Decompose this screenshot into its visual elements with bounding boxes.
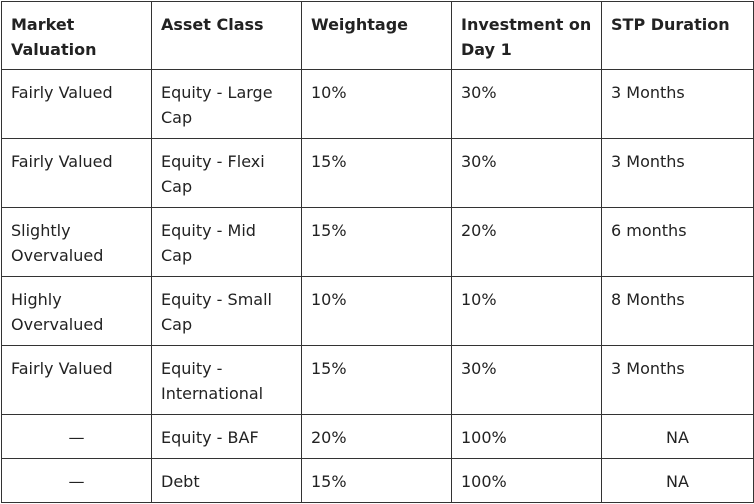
table-cell: 20% xyxy=(301,414,452,459)
table-cell: 3 Months xyxy=(601,69,754,139)
table-cell: Equity - International xyxy=(151,345,302,415)
table-cell: 3 Months xyxy=(601,345,754,415)
table-cell: 10% xyxy=(301,69,452,139)
table-cell: — xyxy=(1,414,152,459)
table-cell: 15% xyxy=(301,207,452,277)
table-cell: 3 Months xyxy=(601,138,754,208)
table-cell: 15% xyxy=(301,458,452,503)
table-cell: — xyxy=(1,458,152,503)
table-cell: 10% xyxy=(301,276,452,346)
table-row: — Equity - BAF 20% 100% NA xyxy=(1,414,754,459)
table-cell: Equity - Mid Cap xyxy=(151,207,302,277)
table-cell: Slightly Overvalued xyxy=(1,207,152,277)
table-cell: 20% xyxy=(451,207,602,277)
table-row: Fairly Valued Equity - Flexi Cap 15% 30% 3 M… xyxy=(1,138,754,208)
table-row: Highly Overvalued Equity - Small Cap 10% 10… xyxy=(1,276,754,346)
header-row: Market Valuation Asset Class Weightage Inve… xyxy=(1,1,754,70)
header-cell: Asset Class xyxy=(151,1,302,70)
table-cell: 6 months xyxy=(601,207,754,277)
header-cell: Market Valuation xyxy=(1,1,152,70)
table-cell: Fairly Valued xyxy=(1,138,152,208)
table-cell: 30% xyxy=(451,69,602,139)
table-cell: Debt xyxy=(151,458,302,503)
table-cell: 10% xyxy=(451,276,602,346)
header-cell: STP Duration xyxy=(601,1,754,70)
table-cell: NA xyxy=(601,458,754,503)
table-cell: 30% xyxy=(451,138,602,208)
table-cell: Equity - BAF xyxy=(151,414,302,459)
table-cell: Highly Overvalued xyxy=(1,276,152,346)
table-cell: Equity - Small Cap xyxy=(151,276,302,346)
table-cell: 30% xyxy=(451,345,602,415)
table-cell: Equity - Large Cap xyxy=(151,69,302,139)
table-row: Fairly Valued Equity - Large Cap 10% 30% 3 M… xyxy=(1,69,754,139)
table-cell: 100% xyxy=(451,458,602,503)
table-row: Slightly Overvalued Equity - Mid Cap 15% 20… xyxy=(1,207,754,277)
table-cell: Equity - Flexi Cap xyxy=(151,138,302,208)
table-cell: NA xyxy=(601,414,754,459)
table-cell: Fairly Valued xyxy=(1,69,152,139)
table-cell: 15% xyxy=(301,138,452,208)
table-cell: 100% xyxy=(451,414,602,459)
header-cell: Weightage xyxy=(301,1,452,70)
table-cell: 15% xyxy=(301,345,452,415)
table-cell: 8 Months xyxy=(601,276,754,346)
table-body: Fairly Valued Equity - Large Cap 10% 30% 3 M… xyxy=(1,69,754,503)
table-row: — Debt 15% 100% NA xyxy=(1,458,754,503)
table-row: Fairly Valued Equity - International 15% 30… xyxy=(1,345,754,415)
header-cell: Investment on Day 1 xyxy=(451,1,602,70)
table-header: Market Valuation Asset Class Weightage Inve… xyxy=(1,1,754,70)
table-cell: Fairly Valued xyxy=(1,345,152,415)
